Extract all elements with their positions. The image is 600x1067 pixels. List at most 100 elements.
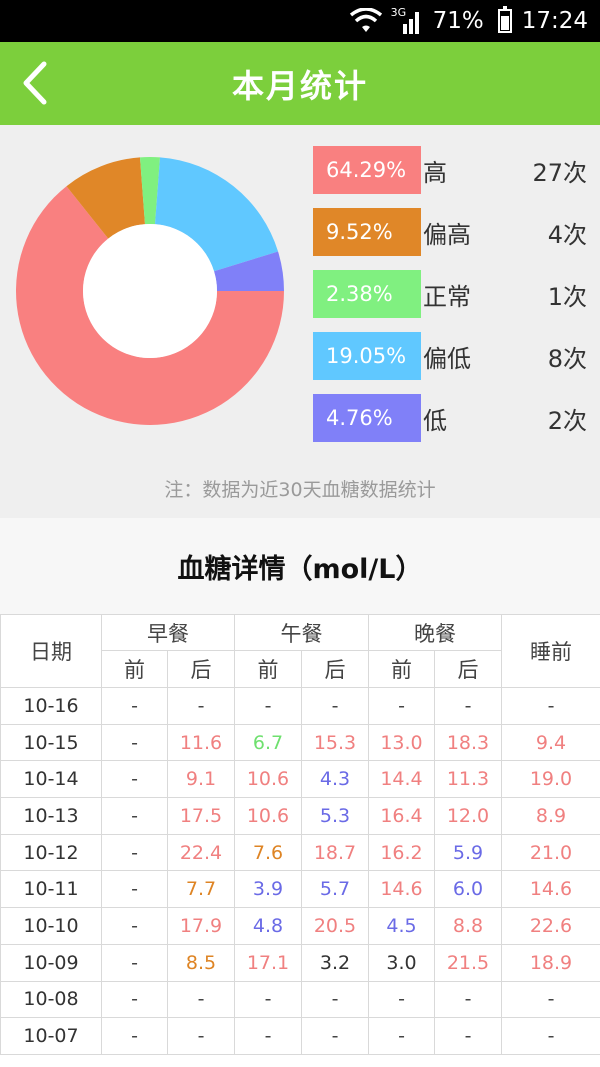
header-dinner: 晚餐 [368,614,502,651]
glucose-value: 11.3 [434,760,502,799]
header-breakfast: 早餐 [101,614,235,651]
glucose-value: 3.0 [368,943,435,982]
glucose-value: 14.6 [368,870,435,909]
header-before: 前 [234,650,302,688]
legend-label: 低 [423,406,447,435]
glucose-value: - [434,687,502,725]
status-bar: 3G 71% 17:24 [0,0,600,42]
donut-chart [16,157,284,425]
table-row[interactable]: 10-14-9.1 10.6 4.3 14.4 11.3 19.0 [0,760,600,799]
glucose-value: 16.2 [368,833,435,872]
legend-percent: 19.05% [313,332,421,380]
glucose-value: - [234,1017,302,1055]
legend-row-low: 4.76% 低 2次 [313,387,593,449]
glucose-value: 4.3 [301,760,369,799]
glucose-value: - [301,687,369,725]
glucose-value: - [101,907,168,945]
glucose-value: 8.8 [434,907,502,945]
app-bar: 本月统计 [0,42,600,125]
table-row[interactable]: 10-16- - - - - - - [0,687,600,725]
table-row[interactable]: 10-15-11.6 6.7 15.3 13.0 18.3 9.4 [0,723,600,762]
page-title: 本月统计 [231,66,368,105]
glucose-value: 5.3 [301,797,369,835]
glucose-value: 14.4 [368,760,435,799]
table-row[interactable]: 10-10-17.9 4.8 20.5 4.5 8.8 22.6 [0,907,600,945]
glucose-value: - [368,980,435,1019]
glucose-value: 9.1 [167,760,235,799]
stats-note: 注：数据为近30天血糖数据统计 [164,479,436,501]
glucose-value: 8.9 [501,797,600,835]
glucose-value: 18.7 [301,833,369,872]
donut-slice-0 [16,186,284,425]
glucose-value: 17.9 [167,907,235,945]
glucose-value: 17.5 [167,797,235,835]
table-row[interactable]: 10-11-7.7 3.9 5.7 14.6 6.0 14.6 [0,870,600,909]
glucose-value: - [368,1017,435,1055]
glucose-value: - [101,1017,168,1055]
glucose-value: - [434,980,502,1019]
table-row[interactable]: 10-12-22.4 7.6 18.7 16.2 5.9 21.0 [0,833,600,872]
signal-icon: 3G [390,6,423,34]
donut-slice-1 [66,157,145,239]
glucose-value: - [101,797,168,835]
battery-percent: 71% [432,8,484,34]
glucose-value: - [101,943,168,982]
legend-percent: 9.52% [313,208,421,256]
table-row[interactable]: 10-13-17.5 10.6 5.3 16.4 12.0 8.9 [0,797,600,835]
glucose-value: - [301,980,369,1019]
detail-title: 血糖详情（mol/L） [0,518,600,614]
table-row[interactable]: 10-07- - - - - - - [0,1017,600,1055]
glucose-value: 17.1 [234,943,302,982]
glucose-value: 7.6 [234,833,302,872]
glucose-value: - [501,980,600,1019]
legend-percent: 2.38% [313,270,421,318]
glucose-value: 11.6 [167,723,235,762]
glucose-value: - [101,833,168,872]
donut-slice-2 [139,157,161,225]
legend-label: 正常 [423,282,471,311]
row-date: 10-07 [0,1017,102,1055]
header-date: 日期 [0,614,102,688]
table-row[interactable]: 10-09-8.5 17.1 3.2 3.0 21.5 18.9 [0,943,600,982]
legend-count: 4次 [547,220,587,249]
header-after: 后 [301,650,369,688]
glucose-value: 21.0 [501,833,600,872]
network-type: 3G [390,6,407,19]
glucose-value: 6.0 [434,870,502,909]
glucose-value: - [101,980,168,1019]
legend-count: 2次 [547,406,587,435]
glucose-value: 14.6 [501,870,600,909]
glucose-value: - [234,687,302,725]
row-date: 10-09 [0,943,102,982]
glucose-value: 22.6 [501,907,600,945]
legend-label: 偏低 [423,344,471,373]
glucose-value: - [101,723,168,762]
legend-count: 1次 [547,282,587,311]
glucose-table: 日期 早餐 午餐 晚餐 睡前 前 后 前 后 前 后 10-16- - - - - - -1… [0,614,600,1055]
glucose-value: - [501,687,600,725]
glucose-value: 9.4 [501,723,600,762]
glucose-value: 7.7 [167,870,235,909]
header-before: 前 [101,650,168,688]
legend-percent: 64.29% [313,146,421,194]
glucose-value: 5.7 [301,870,369,909]
row-date: 10-13 [0,797,102,835]
legend-row-mid-low: 19.05% 偏低 8次 [313,325,593,387]
glucose-value: 18.9 [501,943,600,982]
glucose-value: - [501,1017,600,1055]
glucose-value: - [101,870,168,909]
glucose-value: - [167,1017,235,1055]
header-bedtime: 睡前 [501,614,600,688]
glucose-value: 13.0 [368,723,435,762]
summary-panel: 64.29% 高 27次 9.52% 偏高 4次 2.38% 正常 1次 19.… [0,125,600,518]
glucose-value: - [101,760,168,799]
header-before: 前 [368,650,435,688]
table-row[interactable]: 10-08- - - - - - - [0,980,600,1019]
legend: 64.29% 高 27次 9.52% 偏高 4次 2.38% 正常 1次 19.… [313,139,593,449]
glucose-value: 18.3 [434,723,502,762]
row-date: 10-14 [0,760,102,799]
glucose-value: 19.0 [501,760,600,799]
chevron-left-icon[interactable] [16,60,56,106]
glucose-value: 6.7 [234,723,302,762]
glucose-value: 16.4 [368,797,435,835]
